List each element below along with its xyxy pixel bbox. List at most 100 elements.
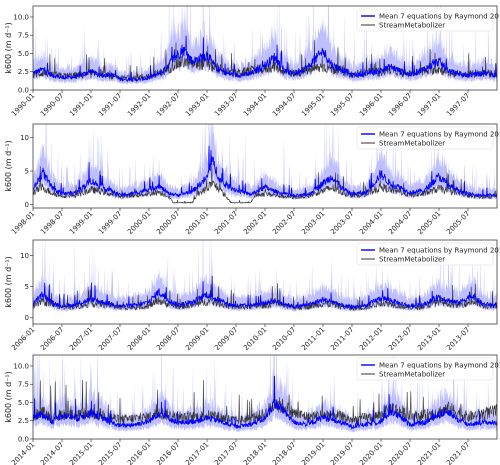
x-tick-label: 2014-01 bbox=[10, 441, 36, 465]
x-tick-label: 1993-01 bbox=[184, 92, 210, 118]
legend-label-mean-raymond: Mean 7 equations by Raymond 2012 bbox=[379, 362, 500, 370]
panel-2: 0 5 10 k600 (m d⁻¹) 1998-01 1998-07 1999-01 199… bbox=[4, 123, 500, 236]
y-tick-label: 0.0 bbox=[18, 435, 29, 443]
x-tick-label: 2011-01 bbox=[300, 326, 326, 352]
x-tick-label: 1994-01 bbox=[242, 92, 268, 118]
x-tick-label: 1991-01 bbox=[68, 92, 94, 118]
y-tick-label: 10 bbox=[20, 252, 29, 260]
x-tick-label: 2002-01 bbox=[242, 210, 268, 236]
x-tick-label: 2008-01 bbox=[126, 326, 152, 352]
y-tick-label: 2.5 bbox=[18, 417, 29, 425]
x-tick-label: 2018-01 bbox=[242, 441, 268, 465]
x-tick-label: 2020-01 bbox=[358, 441, 384, 465]
y-axis-label: k600 (m d⁻¹) bbox=[4, 22, 13, 74]
line-mean-raymond bbox=[33, 275, 497, 310]
x-tick-label: 1992-01 bbox=[126, 92, 152, 118]
x-tick-label: 1991-07 bbox=[97, 92, 123, 118]
legend-box bbox=[356, 126, 494, 150]
x-tick-label: 2010-01 bbox=[242, 326, 268, 352]
x-tick-label: 2013-01 bbox=[416, 326, 442, 352]
x-tick-label: 1998-07 bbox=[39, 210, 65, 236]
plot-area bbox=[33, 6, 497, 85]
x-tick-label: 1992-07 bbox=[155, 92, 181, 118]
x-tick-label: 2015-07 bbox=[97, 441, 123, 465]
x-tick-label: 1990-07 bbox=[39, 92, 65, 118]
x-tick-label: 2013-07 bbox=[445, 326, 471, 352]
line-streammetabolizer bbox=[33, 164, 497, 204]
x-tick-label: 1994-07 bbox=[271, 92, 297, 118]
y-tick-label: 10 bbox=[20, 134, 29, 142]
y-axis-label: k600 (m d⁻¹) bbox=[4, 256, 13, 308]
y-axis-label: k600 (m d⁻¹) bbox=[4, 140, 13, 192]
y-axis-label: k600 (m d⁻¹) bbox=[4, 371, 13, 423]
line-mean-raymond bbox=[33, 35, 497, 83]
legend-label-streammetabolizer: StreamMetabolizer bbox=[379, 22, 445, 30]
y-tick-label: 2.5 bbox=[18, 68, 29, 76]
x-tick-label: 1999-01 bbox=[68, 210, 94, 236]
x-tick-label: 2001-07 bbox=[213, 210, 239, 236]
x-tick-label: 2021-07 bbox=[445, 441, 471, 465]
x-tick-label: 2004-01 bbox=[358, 210, 384, 236]
y-tick-label: 7.5 bbox=[18, 381, 29, 389]
x-tick-label: 2003-07 bbox=[329, 210, 355, 236]
legend-box bbox=[356, 8, 494, 32]
x-tick-label: 1995-01 bbox=[300, 92, 326, 118]
x-tick-label: 1996-07 bbox=[387, 92, 413, 118]
y-tick-label: 0 bbox=[25, 314, 29, 322]
line-mean-raymond bbox=[33, 145, 497, 198]
x-tick-label: 2002-07 bbox=[271, 210, 297, 236]
x-tick-label: 1997-01 bbox=[416, 92, 442, 118]
x-tick-label: 2006-07 bbox=[39, 326, 65, 352]
x-tick-label: 2009-01 bbox=[184, 326, 210, 352]
x-tick-label: 2007-07 bbox=[97, 326, 123, 352]
legend-label-mean-raymond: Mean 7 equations by Raymond 2012 bbox=[379, 131, 500, 139]
x-tick-label: 2021-01 bbox=[416, 441, 442, 465]
legend-label-mean-raymond: Mean 7 equations by Raymond 2012 bbox=[379, 13, 500, 21]
x-tick-label: 2016-01 bbox=[126, 441, 152, 465]
x-tick-label: 1997-07 bbox=[445, 92, 471, 118]
y-tick-label: 5.0 bbox=[18, 399, 29, 407]
x-tick-label: 1998-01 bbox=[10, 210, 36, 236]
y-tick-label: 0 bbox=[25, 201, 29, 209]
plot-area bbox=[33, 355, 497, 433]
x-tick-label: 2001-01 bbox=[184, 210, 210, 236]
band-mean-raymond bbox=[33, 240, 497, 313]
x-tick-label: 2010-07 bbox=[271, 326, 297, 352]
x-tick-label: 2016-07 bbox=[155, 441, 181, 465]
x-tick-label: 1993-07 bbox=[213, 92, 239, 118]
x-tick-label: 2015-01 bbox=[68, 441, 94, 465]
x-tick-label: 2011-07 bbox=[329, 326, 355, 352]
y-tick-label: 10.0 bbox=[13, 362, 29, 370]
x-tick-label: 1996-01 bbox=[358, 92, 384, 118]
x-tick-label: 2005-01 bbox=[416, 210, 442, 236]
x-tick-label: 2000-01 bbox=[126, 210, 152, 236]
x-tick-label: 2003-01 bbox=[300, 210, 326, 236]
y-tick-label: 10.0 bbox=[13, 13, 29, 21]
x-tick-label: 2009-07 bbox=[213, 326, 239, 352]
x-tick-label: 2006-01 bbox=[10, 326, 36, 352]
x-tick-label: 2017-07 bbox=[213, 441, 239, 465]
x-tick-label: 2019-01 bbox=[300, 441, 326, 465]
x-tick-label: 2012-01 bbox=[358, 326, 384, 352]
legend-label-mean-raymond: Mean 7 equations by Raymond 2012 bbox=[379, 247, 500, 255]
y-tick-label: 5 bbox=[25, 167, 29, 175]
y-tick-label: 5 bbox=[25, 283, 29, 291]
legend-label-streammetabolizer: StreamMetabolizer bbox=[379, 140, 445, 148]
x-tick-label: 2017-01 bbox=[184, 441, 210, 465]
y-tick-label: 5.0 bbox=[18, 50, 29, 58]
legend-box bbox=[356, 357, 494, 381]
x-tick-label: 1999-07 bbox=[97, 210, 123, 236]
band-mean-raymond bbox=[33, 124, 497, 200]
band-mean-raymond bbox=[33, 6, 497, 85]
x-tick-label: 2018-07 bbox=[271, 441, 297, 465]
x-tick-label: 2000-07 bbox=[155, 210, 181, 236]
x-tick-label: 1995-07 bbox=[329, 92, 355, 118]
y-tick-label: 0.0 bbox=[18, 86, 29, 94]
x-tick-label: 1990-01 bbox=[10, 92, 36, 118]
x-tick-label: 2004-07 bbox=[387, 210, 413, 236]
legend-label-streammetabolizer: StreamMetabolizer bbox=[379, 371, 445, 379]
